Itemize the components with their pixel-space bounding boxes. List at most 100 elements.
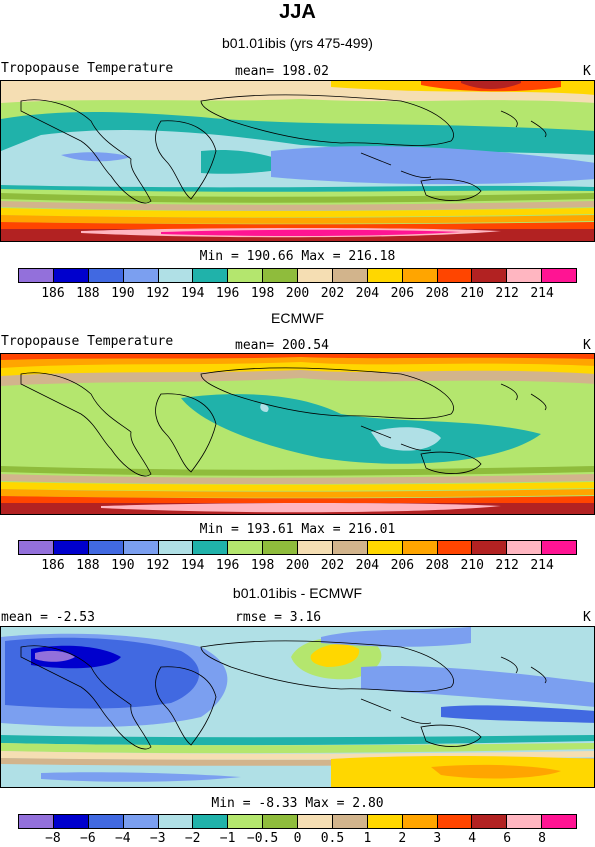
panel2-mean-label: mean= 200.54 <box>235 338 329 353</box>
colorbar-tick-label: 188 <box>76 558 100 573</box>
colorbar-swatch <box>402 269 438 282</box>
colorbar-swatch <box>367 815 403 828</box>
colorbar-tick-label: 194 <box>180 286 205 301</box>
panel1-units: K <box>583 64 591 79</box>
colorbar-tick-label: 202 <box>320 286 345 301</box>
colorbar-tick-label: 214 <box>530 558 554 573</box>
panel1-contour-map <box>1 81 594 241</box>
panel2-variable-label: Tropopause Temperature <box>1 334 174 349</box>
colorbar-swatch <box>367 541 403 554</box>
colorbar-swatch <box>332 541 368 554</box>
colorbar-swatch <box>437 815 473 828</box>
panel3-mean-label: mean = -2.53 <box>1 610 95 625</box>
panel2-colorbar <box>18 540 577 555</box>
colorbar-swatch <box>472 269 508 282</box>
colorbar-swatch <box>53 815 89 828</box>
colorbar-swatch <box>158 269 194 282</box>
colorbar-tick-label: 186 <box>41 558 65 573</box>
colorbar-tick-label: 192 <box>146 558 170 573</box>
panel3-heading: b01.01ibis - ECMWF <box>232 585 363 601</box>
panel2-minmax: Min = 193.61 Max = 216.01 <box>199 522 396 537</box>
colorbar-tick-label: 186 <box>41 286 65 301</box>
colorbar-tick-label: 196 <box>215 286 240 301</box>
colorbar-swatch <box>542 269 576 282</box>
panel1-map <box>0 80 595 242</box>
colorbar-swatch <box>263 815 298 828</box>
colorbar-tick-label: 0.5 <box>320 831 345 846</box>
panel3-colorbar <box>18 814 577 829</box>
colorbar-tick-label: 208 <box>425 286 449 301</box>
colorbar-swatch <box>507 541 543 554</box>
colorbar-swatch <box>88 815 124 828</box>
colorbar-tick-label: 2 <box>398 831 407 846</box>
colorbar-tick-label: 206 <box>390 286 415 301</box>
colorbar-tick-label: 210 <box>460 558 484 573</box>
colorbar-tick-label: 198 <box>250 286 275 301</box>
colorbar-tick-label: 200 <box>285 558 310 573</box>
colorbar-swatch <box>19 269 54 282</box>
colorbar-tick-label: 8 <box>538 831 546 846</box>
panel1-mean-label: mean= 198.02 <box>235 64 329 79</box>
colorbar-tick-label: −6 <box>80 831 96 846</box>
colorbar-tick-label: −8 <box>45 831 61 846</box>
colorbar-swatch <box>228 815 264 828</box>
colorbar-swatch <box>123 815 159 828</box>
panel2-heading: ECMWF <box>271 310 324 326</box>
colorbar-swatch <box>332 815 368 828</box>
colorbar-swatch <box>507 269 543 282</box>
colorbar-swatch <box>332 269 368 282</box>
colorbar-swatch <box>228 541 264 554</box>
colorbar-tick-label: 194 <box>180 558 205 573</box>
colorbar-swatch <box>53 269 89 282</box>
colorbar-swatch <box>228 269 264 282</box>
panel1-minmax: Min = 190.66 Max = 216.18 <box>199 249 396 264</box>
colorbar-tick-label: 190 <box>111 558 135 573</box>
colorbar-swatch <box>193 815 229 828</box>
colorbar-tick-label: 188 <box>76 286 100 301</box>
colorbar-tick-label: 192 <box>146 286 170 301</box>
colorbar-swatch <box>158 541 194 554</box>
colorbar-tick-label: 206 <box>390 558 415 573</box>
colorbar-tick-label: −4 <box>114 831 131 846</box>
colorbar-swatch <box>298 269 333 282</box>
colorbar-tick-label: −2 <box>184 831 201 846</box>
colorbar-swatch <box>472 541 508 554</box>
colorbar-swatch <box>19 541 54 554</box>
colorbar-swatch <box>193 269 229 282</box>
colorbar-tick-label: −3 <box>149 831 166 846</box>
colorbar-swatch <box>367 269 403 282</box>
colorbar-tick-label: 190 <box>111 286 135 301</box>
colorbar-swatch <box>437 269 473 282</box>
colorbar-tick-label: −1 <box>219 831 236 846</box>
colorbar-swatch <box>298 541 333 554</box>
colorbar-swatch <box>88 541 124 554</box>
colorbar-tick-label: 202 <box>320 558 345 573</box>
panel2-units: K <box>583 338 591 353</box>
colorbar-swatch <box>123 269 159 282</box>
colorbar-swatch <box>193 541 229 554</box>
colorbar-tick-label: 200 <box>285 286 310 301</box>
colorbar-swatch <box>472 815 508 828</box>
colorbar-tick-label: 208 <box>425 558 449 573</box>
panel1-colorbar <box>18 268 577 283</box>
colorbar-tick-label: 0 <box>293 831 302 846</box>
figure-title: JJA <box>279 1 316 23</box>
panel3-minmax: Min = -8.33 Max = 2.80 <box>211 796 384 811</box>
panel1-variable-label: Tropopause Temperature <box>1 61 174 76</box>
colorbar-swatch <box>123 541 159 554</box>
colorbar-swatch <box>263 541 298 554</box>
panel1-heading: b01.01ibis (yrs 475-499) <box>222 35 373 51</box>
panel3-units: K <box>583 610 591 625</box>
colorbar-tick-label: 212 <box>495 286 519 301</box>
panel2-map <box>0 353 595 515</box>
colorbar-tick-label: 1 <box>363 831 372 846</box>
panel3-contour-map <box>1 627 594 787</box>
colorbar-swatch <box>402 815 438 828</box>
colorbar-swatch <box>263 269 298 282</box>
colorbar-tick-label: 196 <box>215 558 240 573</box>
colorbar-swatch <box>53 541 89 554</box>
colorbar-tick-label: 212 <box>495 558 519 573</box>
panel2-colorbar-ticks: 186 188 190 192 194 196 198 200 202 204 206 208 210 2… <box>18 558 577 574</box>
colorbar-tick-label: 204 <box>355 558 380 573</box>
panel1-colorbar-ticks: 186 188 190 192 194 196 198 200 202 204 206 208 210 2… <box>18 286 577 302</box>
